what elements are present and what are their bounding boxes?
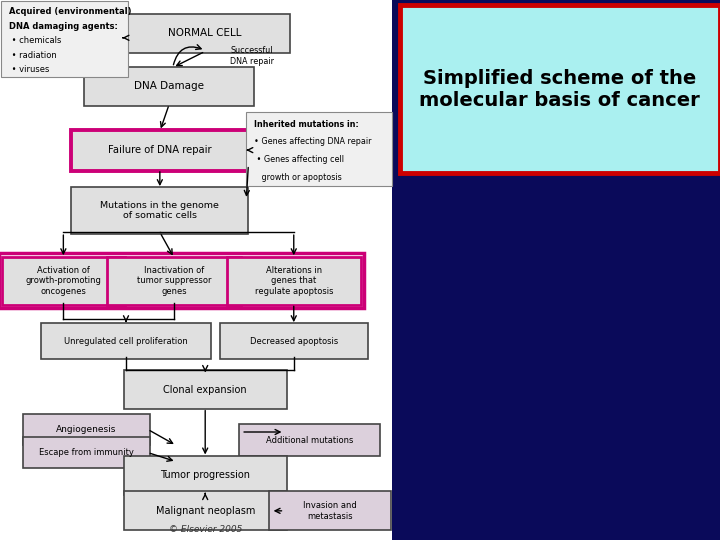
FancyBboxPatch shape — [2, 256, 125, 305]
FancyBboxPatch shape — [239, 424, 380, 456]
FancyBboxPatch shape — [400, 5, 720, 173]
FancyBboxPatch shape — [120, 14, 290, 53]
Text: Invasion and
metastasis: Invasion and metastasis — [303, 501, 356, 521]
Text: Angiogenesis: Angiogenesis — [56, 425, 117, 434]
Text: Alterations in
genes that
regulate apoptosis: Alterations in genes that regulate apopt… — [254, 266, 333, 296]
FancyBboxPatch shape — [1, 1, 128, 77]
FancyBboxPatch shape — [124, 370, 287, 409]
FancyBboxPatch shape — [107, 256, 241, 305]
Text: Decreased apoptosis: Decreased apoptosis — [250, 337, 338, 346]
FancyBboxPatch shape — [124, 456, 287, 495]
Bar — [0, 0, 392, 540]
FancyBboxPatch shape — [220, 323, 368, 359]
Text: • Genes affecting DNA repair: • Genes affecting DNA repair — [254, 137, 372, 146]
Text: DNA damaging agents:: DNA damaging agents: — [9, 22, 118, 31]
Text: Successful
DNA repair: Successful DNA repair — [230, 46, 274, 66]
Text: Tumor progression: Tumor progression — [160, 470, 251, 480]
Text: Inactivation of
tumor suppressor
genes: Inactivation of tumor suppressor genes — [137, 266, 212, 296]
Text: growth or apoptosis: growth or apoptosis — [254, 173, 342, 182]
FancyBboxPatch shape — [227, 256, 361, 305]
Text: NORMAL CELL: NORMAL CELL — [168, 29, 242, 38]
Text: Acquired (environmental): Acquired (environmental) — [9, 7, 132, 16]
FancyBboxPatch shape — [269, 491, 391, 530]
Text: Escape from immunity: Escape from immunity — [39, 448, 134, 457]
FancyBboxPatch shape — [41, 323, 211, 359]
FancyBboxPatch shape — [71, 187, 248, 234]
Text: Clonal expansion: Clonal expansion — [163, 385, 247, 395]
Text: • viruses: • viruses — [9, 65, 50, 75]
Text: Failure of DNA repair: Failure of DNA repair — [108, 145, 212, 155]
Text: Activation of
growth-promoting
oncogenes: Activation of growth-promoting oncogenes — [25, 266, 102, 296]
Text: • radiation: • radiation — [9, 51, 57, 60]
FancyBboxPatch shape — [84, 67, 254, 106]
Text: Mutations in the genome
of somatic cells: Mutations in the genome of somatic cells — [100, 201, 220, 220]
FancyBboxPatch shape — [23, 414, 150, 445]
FancyBboxPatch shape — [71, 130, 248, 171]
Text: Inherited mutations in:: Inherited mutations in: — [254, 119, 359, 129]
Text: DNA Damage: DNA Damage — [134, 82, 204, 91]
FancyBboxPatch shape — [246, 112, 392, 186]
Text: • chemicals: • chemicals — [9, 36, 62, 45]
Text: • Genes affecting cell: • Genes affecting cell — [254, 155, 344, 164]
Text: Malignant neoplasm: Malignant neoplasm — [156, 506, 255, 516]
FancyBboxPatch shape — [124, 491, 287, 530]
FancyBboxPatch shape — [23, 437, 150, 468]
Text: Unregulated cell proliferation: Unregulated cell proliferation — [64, 337, 188, 346]
Text: © Elsevier 2005: © Elsevier 2005 — [168, 524, 242, 534]
Text: Simplified scheme of the
molecular basis of cancer: Simplified scheme of the molecular basis… — [420, 69, 700, 110]
Text: Additional mutations: Additional mutations — [266, 436, 354, 444]
